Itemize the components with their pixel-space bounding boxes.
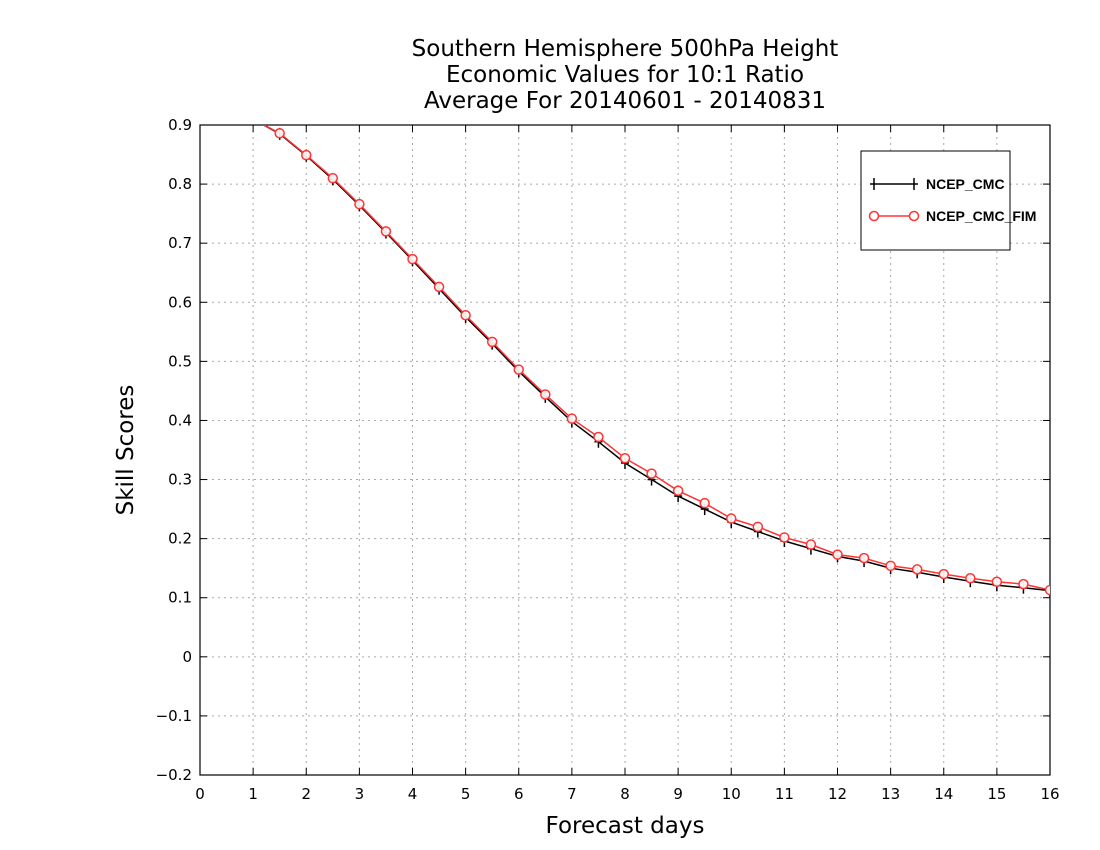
x-tick-label: 15: [987, 785, 1006, 803]
data-point-circle: [593, 431, 604, 443]
legend-label-ncep-cmc: NCEP_CMC: [926, 176, 1005, 192]
y-tick-label: 0.6: [168, 293, 192, 311]
title-line-1: Southern Hemisphere 500hPa Height: [411, 36, 839, 62]
y-tick-label: 0.4: [168, 411, 192, 429]
x-tick-label: 10: [722, 785, 741, 803]
data-point-circle: [486, 336, 498, 348]
x-tick-label: 5: [461, 785, 471, 803]
x-tick-label: 3: [355, 785, 365, 803]
legend: NCEP_CMC NCEP_CMC_FIM: [860, 150, 1036, 251]
data-point-circle: [805, 539, 817, 550]
x-tick-label: 1: [248, 785, 258, 803]
x-tick-label: 8: [620, 785, 630, 803]
chart-title: Southern Hemisphere 500hPa Height Econom…: [200, 36, 1050, 114]
y-tick-label: −0.1: [156, 707, 192, 725]
y-tick-label: 0.7: [168, 234, 192, 252]
data-point-circle: [433, 281, 445, 293]
title-line-2: Economic Values for 10:1 Ratio: [445, 62, 805, 88]
y-axis-label: Skill Scores: [113, 385, 139, 516]
data-point-circle: [327, 172, 339, 184]
data-point-circle: [911, 564, 923, 575]
y-tick-label: 0.9: [168, 116, 192, 134]
data-point-circle: [1018, 578, 1029, 590]
title-line-3: Average For 20140601 - 20140831: [423, 88, 827, 114]
y-tick-label: 0.5: [168, 352, 192, 370]
x-tick-label: 0: [195, 785, 205, 803]
x-tick-label: 11: [775, 785, 794, 803]
y-tick-label: 0: [182, 648, 192, 666]
data-point-circle: [566, 413, 578, 424]
x-tick-label: 13: [881, 785, 900, 803]
x-tick-label: 16: [1040, 785, 1059, 803]
data-point-circle: [858, 552, 870, 564]
data-point-circle: [274, 128, 285, 139]
y-tick-label: 0.3: [168, 471, 192, 489]
y-tick-label: 0.1: [168, 589, 192, 607]
legend-label-ncep-cmc-fim: NCEP_CMC_FIM: [926, 208, 1036, 224]
data-point-circle: [407, 253, 418, 265]
data-point-circle: [301, 149, 312, 161]
data-point-circle: [991, 576, 1003, 588]
data-point-circle: [779, 532, 790, 543]
legend-marker-circle-a: [868, 210, 880, 222]
data-point-circle: [380, 226, 392, 237]
data-point-circle: [885, 560, 896, 572]
data-point-circle: [832, 549, 843, 560]
data-point-circle: [619, 453, 631, 464]
x-tick-label: 7: [567, 785, 577, 803]
data-point-circle: [752, 521, 764, 533]
data-point-circle: [938, 568, 949, 580]
data-point-circle: [540, 389, 551, 400]
x-tick-label: 4: [408, 785, 418, 803]
x-tick-label: 14: [934, 785, 953, 803]
data-point-circle: [699, 497, 710, 509]
legend-marker-circle-b: [908, 210, 920, 222]
legend-box: [860, 150, 1011, 251]
x-tick-label: 6: [514, 785, 524, 803]
x-tick-label: 12: [828, 785, 847, 803]
data-point-circle: [672, 485, 684, 497]
x-axis-label: Forecast days: [546, 813, 705, 839]
axis-ticks: −0.2−0.100.10.20.30.40.50.60.70.80.90 1 2 3…: [156, 116, 1060, 803]
y-tick-label: 0.8: [168, 175, 192, 193]
y-tick-label: 0.2: [168, 530, 192, 548]
data-point-circle: [513, 364, 524, 375]
data-point-circle: [726, 513, 737, 524]
data-point-circle: [1044, 584, 1050, 596]
series-layer: [262, 125, 1050, 597]
data-point-circle: [460, 310, 471, 321]
x-tick-label: 9: [673, 785, 683, 803]
y-tick-label: −0.2: [156, 766, 192, 784]
x-tick-label: 2: [301, 785, 311, 803]
data-point-circle: [646, 468, 657, 479]
data-point-circle: [965, 572, 976, 584]
series-ncep-cmc-fim: [262, 125, 1050, 596]
data-point-circle: [354, 198, 365, 210]
